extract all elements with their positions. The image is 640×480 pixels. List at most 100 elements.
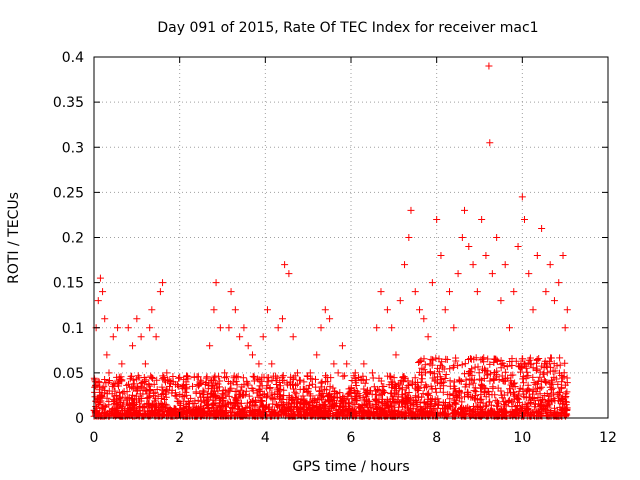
y-tick-label: 0.25 <box>53 185 84 201</box>
y-tick-label: 0.4 <box>62 50 84 66</box>
data-point <box>210 306 218 314</box>
data-point <box>450 324 458 332</box>
axis-ticks: 0 2 4 6 8 10 12 0 0.05 0.1 0.15 0.2 0.25 0.3 0.35 0.4 <box>53 50 617 446</box>
data-point <box>424 333 432 341</box>
data-point <box>454 270 462 278</box>
data-point <box>281 261 289 269</box>
y-tick-label: 0.35 <box>53 95 84 111</box>
data-point <box>446 288 454 296</box>
data-point <box>248 351 256 359</box>
y-axis-title: ROTI / TECUs <box>6 192 22 284</box>
data-point <box>469 261 477 269</box>
data-point <box>109 333 117 341</box>
data-point <box>555 279 563 287</box>
data-point <box>118 360 126 368</box>
data-point <box>416 306 424 314</box>
data-point <box>321 306 329 314</box>
data-point <box>105 369 113 377</box>
data-point <box>396 297 404 305</box>
x-tick-label: 6 <box>347 430 356 446</box>
data-point <box>216 324 224 332</box>
data-point <box>206 342 214 350</box>
data-point <box>300 378 308 386</box>
data-point <box>368 369 376 377</box>
x-tick-label: 0 <box>90 430 99 446</box>
data-point <box>156 288 164 296</box>
data-point <box>176 373 184 381</box>
data-point <box>563 306 571 314</box>
data-point <box>533 252 541 260</box>
data-point <box>124 324 132 332</box>
data-point <box>101 315 109 323</box>
data-point <box>392 351 400 359</box>
y-tick-label: 0.2 <box>62 231 84 247</box>
data-point <box>212 279 220 287</box>
data-point <box>326 315 334 323</box>
data-point <box>420 315 428 323</box>
data-point <box>240 324 248 332</box>
data-point <box>542 288 550 296</box>
data-point <box>388 324 396 332</box>
data-point <box>274 324 282 332</box>
data-point <box>244 342 252 350</box>
data-point <box>263 306 271 314</box>
data-point <box>437 252 445 260</box>
data-point <box>278 315 286 323</box>
data-point <box>461 206 469 214</box>
data-point <box>225 324 233 332</box>
data-point <box>405 234 413 241</box>
data-point <box>383 306 391 314</box>
data-point <box>255 360 263 368</box>
data-point <box>411 288 419 296</box>
data-points <box>90 62 571 420</box>
data-point <box>236 333 244 341</box>
data-point <box>146 324 154 332</box>
data-point <box>129 342 137 350</box>
x-tick-label: 4 <box>261 430 270 446</box>
data-point <box>259 333 267 341</box>
data-point <box>473 288 481 296</box>
x-tick-label: 8 <box>432 430 441 446</box>
data-point <box>514 243 522 251</box>
data-point <box>377 288 385 296</box>
data-point <box>96 274 104 282</box>
data-point <box>94 297 102 305</box>
data-point <box>561 324 569 332</box>
data-point <box>152 333 160 341</box>
chart-title: Day 091 of 2015, Rate Of TEC Index for r… <box>157 20 538 36</box>
data-point <box>520 215 528 223</box>
grid-lines <box>94 57 608 418</box>
data-point <box>189 382 197 390</box>
data-point <box>486 139 494 147</box>
data-point <box>441 306 449 314</box>
data-point <box>407 206 415 214</box>
data-point <box>497 297 505 305</box>
data-point <box>103 351 111 359</box>
data-point <box>559 252 567 260</box>
y-tick-label: 0.05 <box>53 366 84 382</box>
data-point <box>518 193 526 201</box>
data-point <box>231 306 239 314</box>
data-point <box>159 279 167 287</box>
data-point <box>334 369 342 377</box>
x-tick-label: 12 <box>599 430 617 446</box>
x-tick-label: 2 <box>175 430 184 446</box>
data-point <box>505 324 513 332</box>
data-point <box>141 360 149 368</box>
data-point <box>330 360 338 368</box>
data-point <box>313 351 321 359</box>
data-point <box>529 306 537 314</box>
y-tick-label: 0.1 <box>62 321 84 337</box>
data-point <box>317 324 325 332</box>
data-point <box>428 279 436 287</box>
data-point <box>373 324 381 332</box>
data-point <box>137 333 145 341</box>
data-point <box>133 315 141 323</box>
data-point <box>482 252 490 260</box>
x-axis-title: GPS time / hours <box>292 459 409 475</box>
y-tick-label: 0 <box>75 411 84 427</box>
data-point <box>501 261 509 269</box>
data-point <box>510 288 518 296</box>
data-point <box>338 342 346 350</box>
